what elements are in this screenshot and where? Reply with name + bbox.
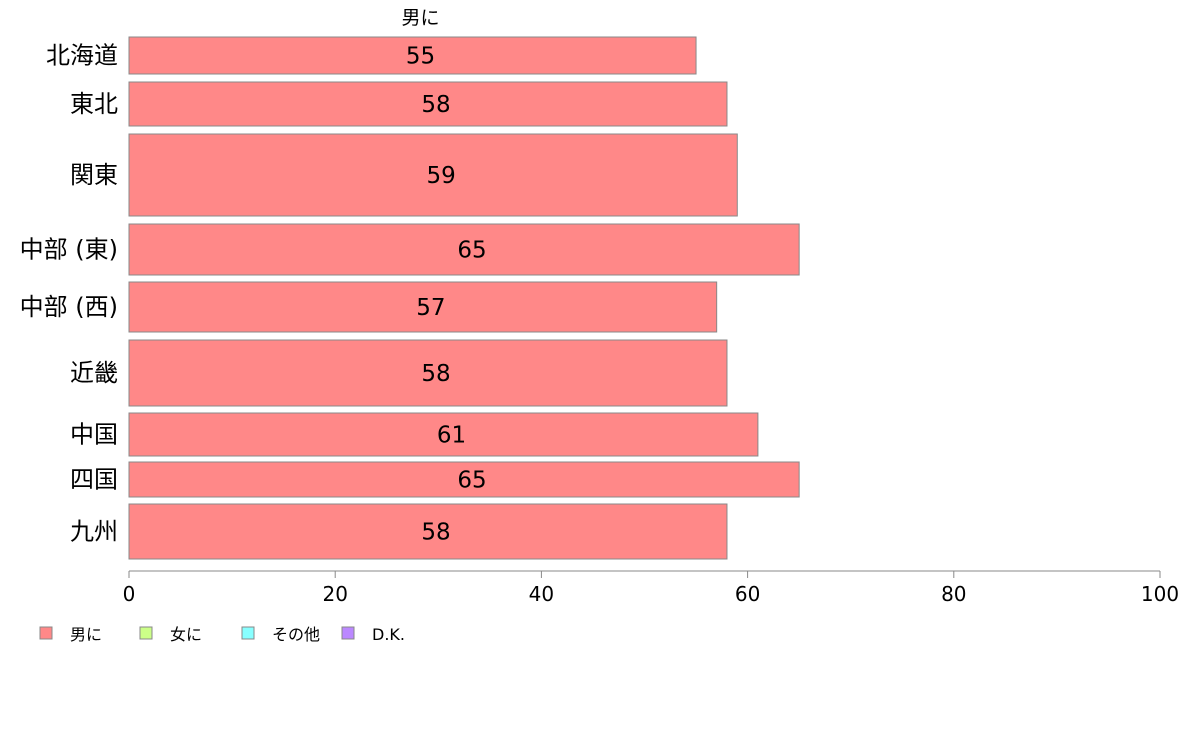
x-tick-label: 100 (1141, 582, 1179, 606)
bar-6 (128, 339, 728, 407)
legend-swatch (341, 626, 355, 640)
legend-label: D.K. (372, 625, 405, 644)
bar-value-label: 59 (427, 163, 456, 189)
bar-9 (128, 503, 728, 560)
x-tick-label: 20 (322, 582, 347, 606)
bar-5 (128, 281, 718, 333)
x-tick-label: 40 (529, 582, 554, 606)
legend-swatch (241, 626, 255, 640)
legend: 男に 女に その他 D.K. (39, 625, 405, 644)
bar-7 (128, 412, 759, 457)
legend-swatch (39, 626, 53, 640)
category-label: 九州 (70, 518, 118, 546)
legend-label: 女に (170, 625, 202, 644)
bar-value-label: 57 (416, 295, 445, 321)
bar-value-label: 58 (421, 361, 450, 387)
bar-value-label: 65 (457, 468, 486, 494)
x-tick-label: 60 (735, 582, 760, 606)
category-label: 近畿 (70, 359, 118, 387)
legend-label: 男に (70, 625, 102, 644)
bar-8 (128, 461, 800, 498)
legend-label: その他 (272, 625, 320, 644)
bar-3 (128, 133, 738, 217)
bar-4 (128, 223, 800, 276)
bar-1 (128, 36, 697, 75)
series-label: 男に (402, 7, 440, 29)
bar-value-label: 61 (437, 423, 466, 449)
bar-2 (128, 81, 728, 127)
bar-value-label: 58 (421, 92, 450, 118)
category-label: 関東 (70, 161, 118, 189)
x-tick-label: 80 (941, 582, 966, 606)
category-label: 中国 (70, 421, 118, 449)
bar-value-label: 58 (421, 520, 450, 546)
bars-group: 北海道 55 東北 58 関東 59 中部 (東) 65 中部 (西) 57 近畿 58 中国 61 四国 6… (20, 36, 800, 560)
x-axis: 0 20 40 60 80 100 (123, 570, 1179, 606)
category-label: 中部 (東) (20, 236, 118, 264)
legend-swatch (139, 626, 153, 640)
category-label: 東北 (70, 90, 118, 118)
category-label: 中部 (西) (20, 293, 118, 321)
bar-value-label: 55 (406, 44, 435, 70)
category-label: 北海道 (46, 42, 118, 70)
x-tick-label: 0 (123, 582, 136, 606)
bar-value-label: 65 (457, 238, 486, 264)
category-label: 四国 (70, 466, 118, 494)
